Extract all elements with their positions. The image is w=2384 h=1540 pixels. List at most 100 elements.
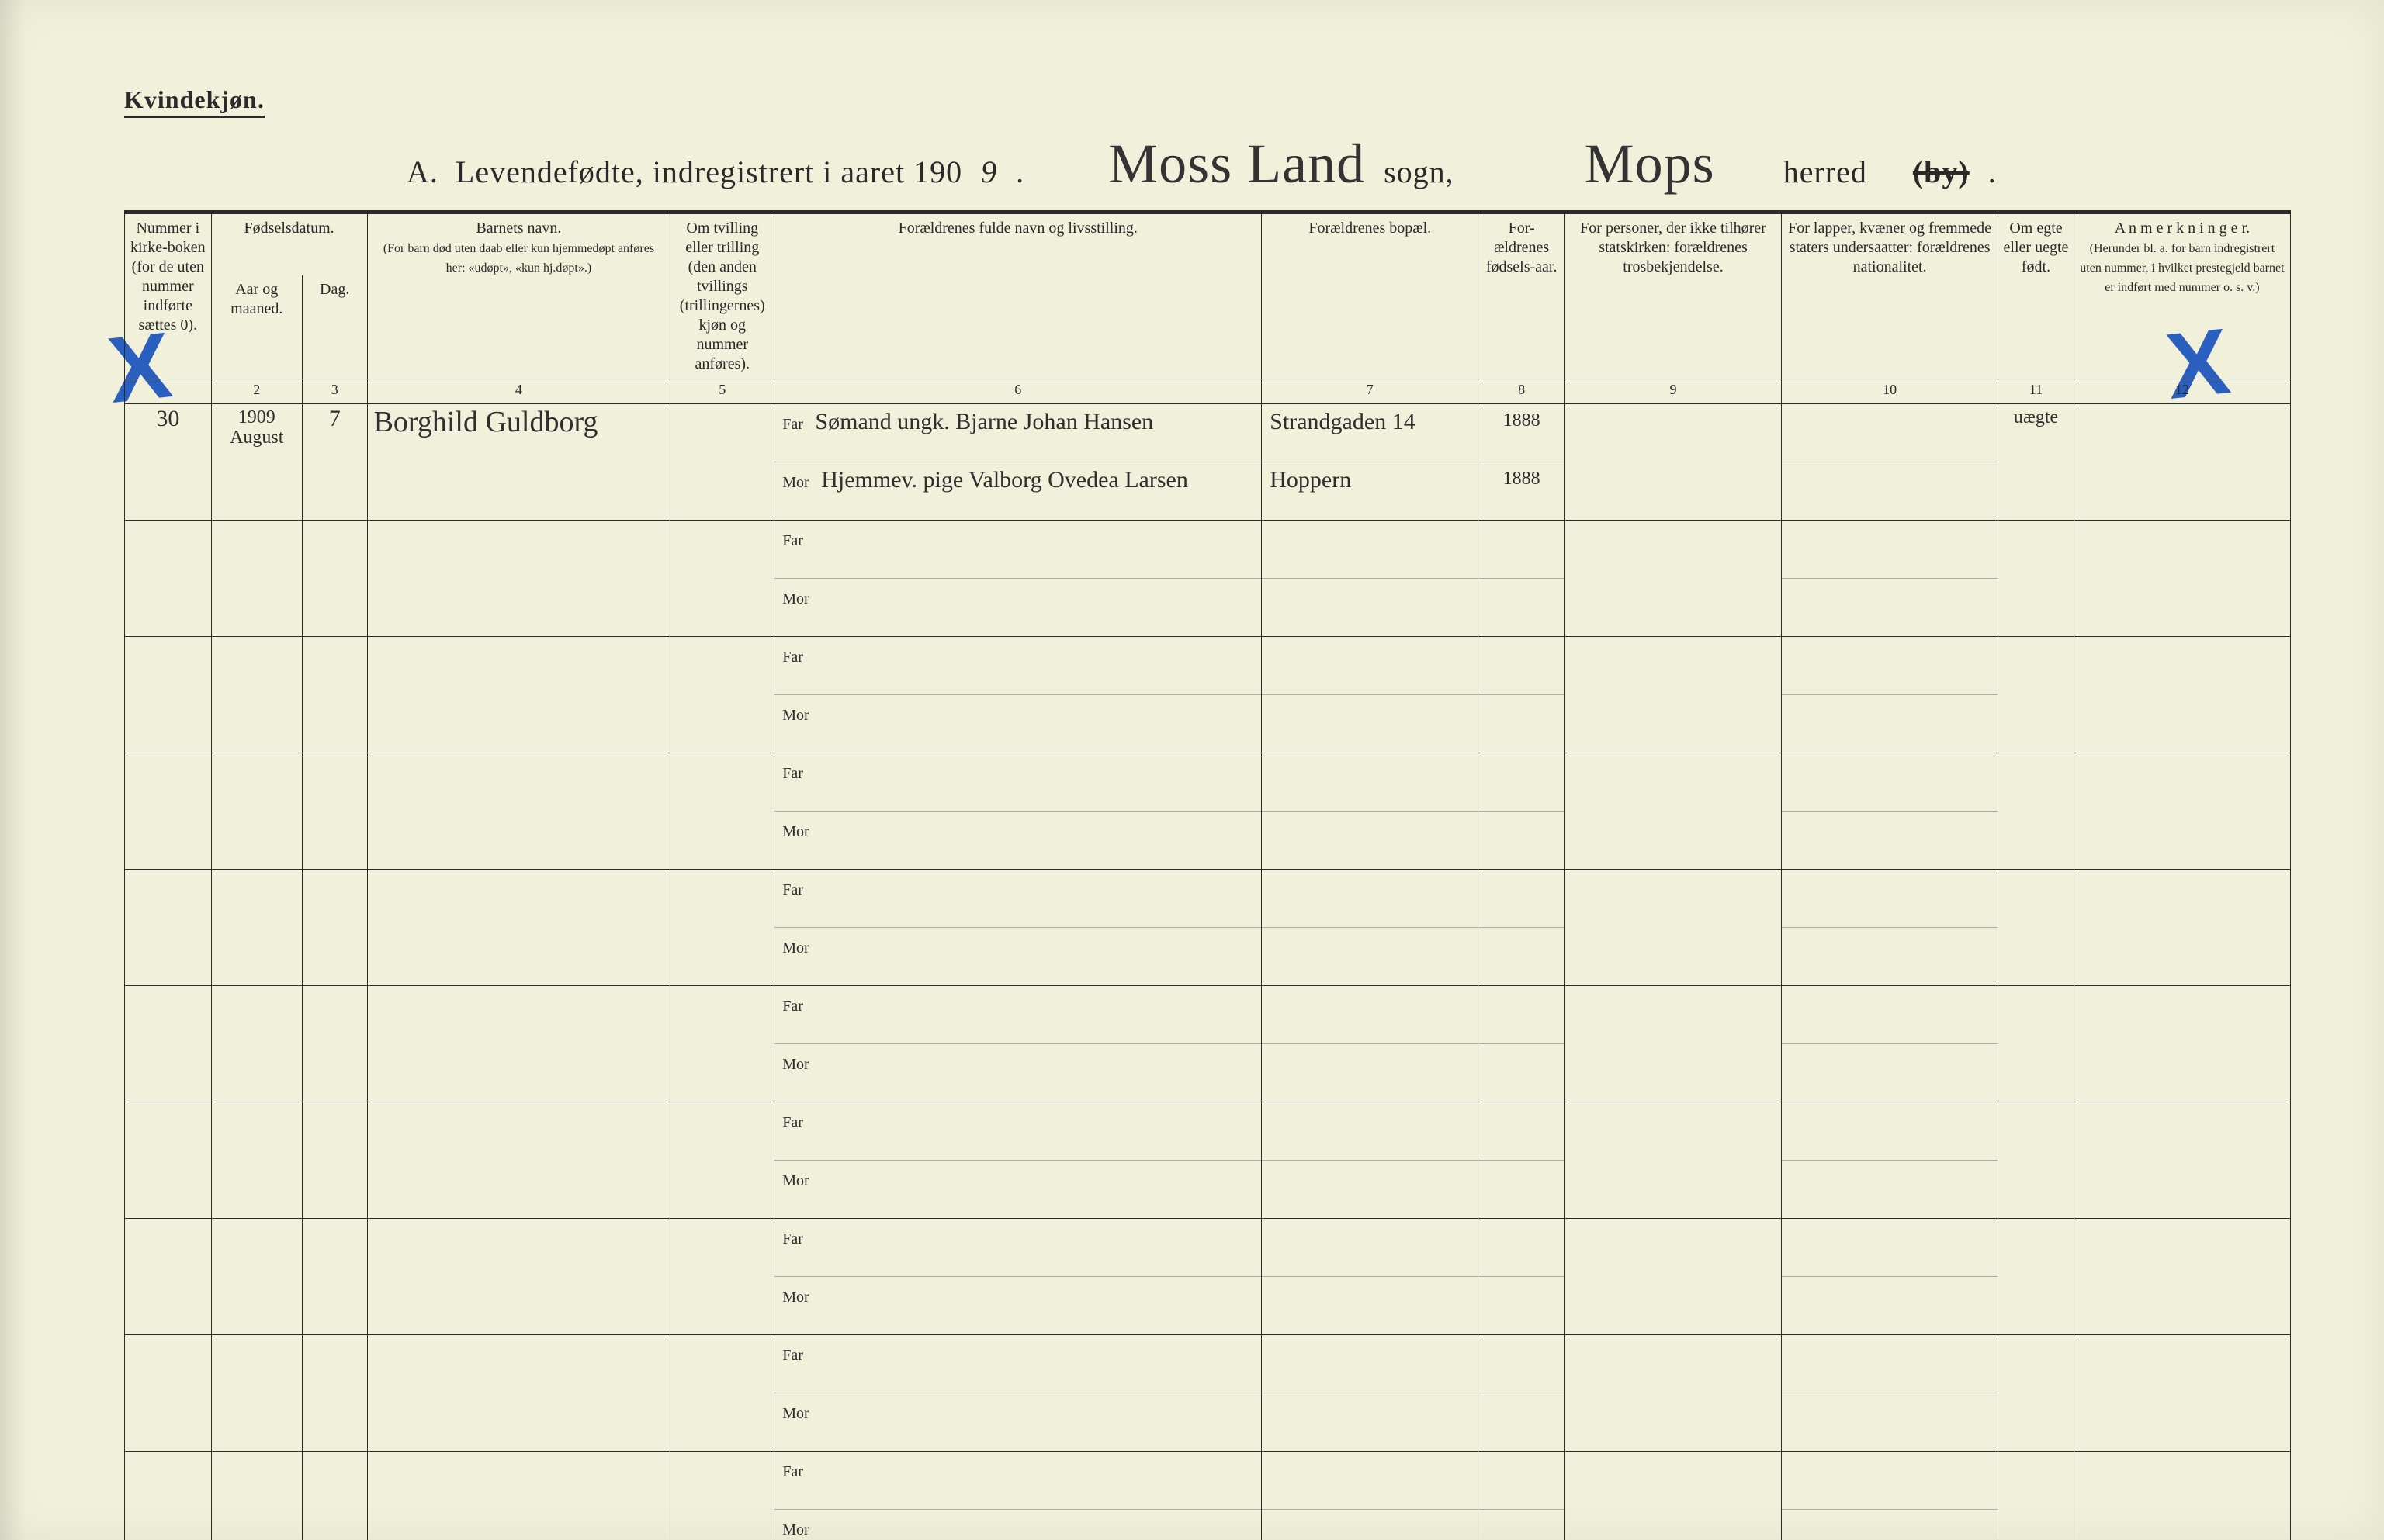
by-struck-label: (by) (1913, 154, 1970, 190)
mor-bopael-line (1262, 927, 1478, 985)
cell-day (302, 869, 367, 985)
cell-number (125, 636, 212, 753)
cell-nationalitet (1782, 1451, 1998, 1540)
scan-left-edge (0, 0, 31, 1540)
cell-anmerkninger (2074, 1451, 2290, 1540)
table-row: Far Mor (125, 1218, 2291, 1334)
mor-line: Mor (774, 927, 1261, 985)
far-bopael-line (1262, 1452, 1478, 1509)
month-value: August (230, 427, 283, 448)
cell-child-name (367, 1102, 670, 1218)
cell-number (125, 1102, 212, 1218)
mor-label: Mor (782, 1172, 809, 1189)
colnum-12: 12 (2074, 379, 2290, 404)
far-bopael-line (1262, 521, 1478, 578)
cell-year-month (211, 636, 302, 753)
mor-label: Mor (782, 1521, 809, 1538)
cell-trosbekj (1564, 1102, 1781, 1218)
cell-child-name (367, 753, 670, 869)
sogn-handwritten: Moss Land (1108, 132, 1365, 196)
table-row: Far Mor (125, 1102, 2291, 1218)
col2-3-head: Fødselsdatum. (211, 214, 367, 276)
cell-anmerkninger (2074, 1218, 2290, 1334)
mor-year-line (1478, 1043, 1564, 1102)
col10-mor-line (1782, 578, 1998, 636)
colnum-3: 3 (302, 379, 367, 404)
cell-day (302, 1334, 367, 1451)
far-label: Far (782, 998, 803, 1015)
table-row: Far Mor (125, 985, 2291, 1102)
title-year-digit: 9 (981, 154, 997, 190)
col10-far-line (1782, 986, 1998, 1043)
cell-day (302, 1102, 367, 1218)
cell-bopael (1262, 1334, 1478, 1451)
cell-birthyear (1478, 1102, 1565, 1218)
far-value: Sømand ungk. Bjarne Johan Hansen (815, 409, 1153, 434)
col10-mor-line (1782, 1276, 1998, 1334)
mor-label: Mor (782, 940, 809, 957)
register-page: X X Kvindekjøn. A. Levendefødte, indregi… (0, 0, 2384, 1540)
mor-line: Mor Hjemmev. pige Valborg Ovedea Larsen (774, 462, 1261, 520)
mor-value: Hjemmev. pige Valborg Ovedea Larsen (821, 467, 1188, 493)
cell-egte (1998, 869, 2074, 985)
far-year-line (1478, 986, 1564, 1043)
far-label: Far (782, 1230, 803, 1248)
col10-mor-line (1782, 694, 1998, 753)
far-year-line (1478, 1452, 1564, 1509)
cell-birthyear (1478, 520, 1565, 636)
col10-far-line (1782, 521, 1998, 578)
far-label: Far (782, 416, 803, 433)
mor-label: Mor (782, 1405, 809, 1422)
cell-number (125, 1218, 212, 1334)
cell-trosbekj (1564, 753, 1781, 869)
far-bopael-line: Strandgaden 14 (1262, 404, 1478, 462)
cell-day: 7 (302, 403, 367, 520)
gender-label: Kvindekjøn. (124, 85, 2291, 118)
far-bopael-line (1262, 1102, 1478, 1160)
mor-year-value: 1888 (1503, 469, 1540, 489)
cell-twin (670, 1451, 774, 1540)
cell-trosbekj (1564, 869, 1781, 985)
cell-child-name (367, 869, 670, 985)
mor-line: Mor (774, 1043, 1261, 1102)
cell-twin (670, 520, 774, 636)
col10-head: For lapper, kvæner og fremmede staters u… (1782, 214, 1998, 379)
cell-number (125, 985, 212, 1102)
table-row: Far Mor (125, 520, 2291, 636)
herred-handwritten: Mops (1585, 132, 1715, 196)
col10-far-line (1782, 637, 1998, 694)
far-year-line (1478, 870, 1564, 927)
col10-mor-line (1782, 1160, 1998, 1218)
col10-mor-line (1782, 811, 1998, 869)
mor-label: Mor (782, 707, 809, 724)
cell-year-month (211, 1218, 302, 1334)
far-line: Far Sømand ungk. Bjarne Johan Hansen (774, 404, 1261, 462)
cell-number: 30 (125, 403, 212, 520)
cell-egte (1998, 1102, 2074, 1218)
cell-child-name (367, 636, 670, 753)
cell-nationalitet (1782, 1334, 1998, 1451)
col10-far-line (1782, 753, 1998, 811)
year-value: 1909 (238, 407, 275, 427)
mor-year-line (1478, 811, 1564, 869)
far-label: Far (782, 1114, 803, 1131)
far-line: Far (774, 986, 1261, 1043)
cell-parents: Far Sømand ungk. Bjarne Johan Hansen Mor… (774, 403, 1262, 520)
colnum-4: 4 (367, 379, 670, 404)
cell-anmerkninger (2074, 520, 2290, 636)
far-label: Far (782, 1463, 803, 1480)
mor-line: Mor (774, 811, 1261, 869)
cell-egte: uægte (1998, 403, 2074, 520)
mor-line: Mor (774, 1509, 1261, 1540)
cell-bopael (1262, 520, 1478, 636)
cell-birthyear (1478, 869, 1565, 985)
colnum-2: 2 (211, 379, 302, 404)
cell-year-month (211, 985, 302, 1102)
mor-bopael-line (1262, 811, 1478, 869)
title-dot: . (1016, 154, 1024, 190)
col11-value: uægte (2014, 407, 2058, 427)
cell-number (125, 1451, 212, 1540)
cell-number (125, 520, 212, 636)
far-label: Far (782, 765, 803, 782)
cell-number (125, 1334, 212, 1451)
